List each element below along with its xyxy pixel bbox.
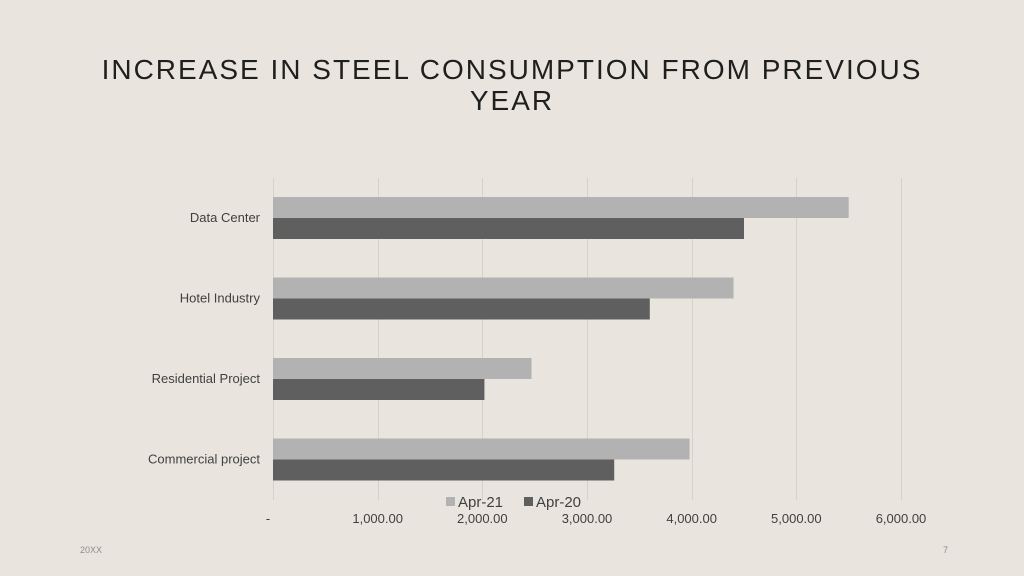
bar-apr-20-data-center	[273, 218, 744, 239]
category-label: Commercial project	[148, 452, 260, 467]
bar-apr-20-commercial-project	[273, 459, 615, 481]
bar-apr-20-hotel-industry	[273, 298, 650, 320]
legend: Apr-21 Apr-20	[446, 494, 581, 511]
bar-apr-21-residential-project	[273, 358, 532, 379]
slide-title: INCREASE IN STEEL CONSUMPTION FROM PREVI…	[101, 54, 923, 116]
bar-apr-21-hotel-industry	[273, 277, 734, 299]
legend-label: Apr-20	[536, 494, 581, 511]
category-label: Data Center	[190, 210, 261, 225]
x-tick-label: 6,000.00	[876, 511, 927, 526]
x-tick-label: 3,000.00	[562, 511, 613, 526]
footer-date: 20XX	[80, 545, 103, 555]
bars	[273, 197, 849, 481]
bar-apr-21-data-center	[273, 197, 849, 218]
legend-swatch-apr-21	[446, 497, 455, 506]
x-axis-tick-labels: - 1,000.00 2,000.00 3,000.00 4,000.00 5,000.0…	[266, 511, 926, 526]
x-tick-label: -	[266, 511, 270, 526]
page-number: 7	[942, 545, 948, 555]
x-tick-label: 1,000.00	[352, 511, 403, 526]
x-tick-label: 2,000.00	[457, 511, 508, 526]
legend-label: Apr-21	[458, 494, 503, 511]
category-labels: Data Center Hotel Industry Residential Pro…	[148, 210, 261, 467]
category-label: Hotel Industry	[180, 291, 261, 306]
bar-apr-20-residential-project	[273, 379, 485, 400]
category-label: Residential Project	[152, 371, 261, 386]
x-tick-label: 5,000.00	[771, 511, 822, 526]
bar-apr-21-commercial-project	[273, 438, 690, 460]
x-tick-label: 4,000.00	[666, 511, 717, 526]
legend-swatch-apr-20	[524, 497, 533, 506]
